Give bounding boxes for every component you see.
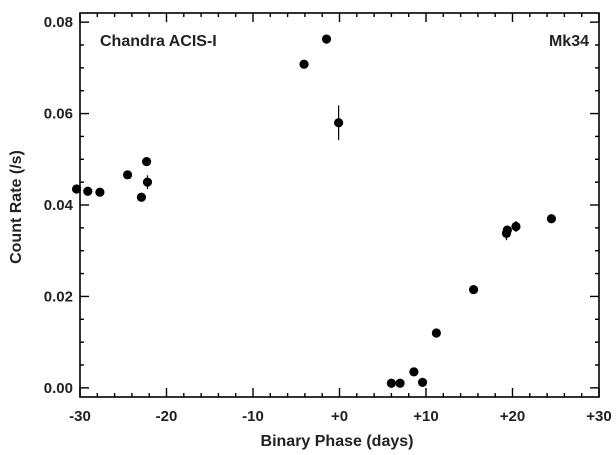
- data-point: [386, 378, 396, 388]
- data-point: [95, 187, 105, 197]
- data-point: [299, 59, 309, 69]
- point-marker: [136, 192, 147, 202]
- point-marker: [142, 156, 152, 167]
- x-tick-label: -30: [69, 408, 91, 425]
- x-axis-title: Binary Phase (days): [261, 433, 414, 450]
- data-point: [431, 328, 441, 338]
- data-point: [395, 378, 405, 388]
- point-marker: [386, 378, 396, 388]
- point-marker: [83, 186, 93, 196]
- source-label: Mk34: [549, 33, 589, 50]
- point-marker: [122, 170, 133, 180]
- point-marker: [468, 284, 479, 295]
- data-point: [136, 192, 147, 202]
- point-marker: [417, 377, 428, 387]
- data-point: [417, 377, 428, 387]
- data-point: [83, 186, 93, 196]
- x-tick-label: -10: [242, 408, 264, 425]
- data-point: [142, 156, 152, 167]
- point-marker: [546, 214, 557, 224]
- data-point: [321, 34, 332, 44]
- data-point: [122, 170, 133, 180]
- data-point: [502, 225, 512, 235]
- y-axis-title: Count Rate (/s): [8, 150, 25, 264]
- x-tick-label: +0: [331, 408, 348, 425]
- point-marker: [71, 184, 82, 194]
- instrument-label: Chandra ACIS-I: [100, 33, 217, 50]
- point-marker: [409, 367, 419, 377]
- data-point: [334, 105, 344, 141]
- data-point: [409, 367, 419, 377]
- y-tick-label: 0.06: [44, 106, 73, 123]
- y-tick-label: 0.04: [44, 197, 74, 214]
- y-tick-label: 0.02: [44, 288, 73, 305]
- y-tick-label: 0.00: [44, 380, 73, 397]
- data-point: [546, 214, 557, 224]
- point-marker: [395, 378, 405, 388]
- point-marker: [95, 187, 105, 197]
- data-points: [71, 34, 557, 388]
- data-point: [511, 221, 521, 232]
- data-point: [468, 284, 479, 295]
- point-marker: [511, 221, 521, 232]
- point-marker: [502, 225, 512, 235]
- point-marker: [431, 328, 441, 338]
- y-tick-label: 0.08: [44, 14, 73, 31]
- x-tick-label: -20: [156, 408, 178, 425]
- x-tick-label: +10: [413, 408, 438, 425]
- point-marker: [321, 34, 332, 44]
- point-marker: [334, 118, 344, 128]
- x-tick-label: +30: [586, 408, 611, 425]
- point-marker: [299, 59, 309, 69]
- point-marker: [142, 177, 153, 187]
- plot-frame: [79, 12, 600, 398]
- x-tick-label: +20: [500, 408, 525, 425]
- data-point: [71, 184, 82, 194]
- axes: [79, 12, 600, 398]
- ticks: -30 -20 -10 +0 +10 +20 +30 0.00 0.02 0.04 0.06 0.08: [44, 13, 612, 425]
- data-point: [142, 175, 153, 189]
